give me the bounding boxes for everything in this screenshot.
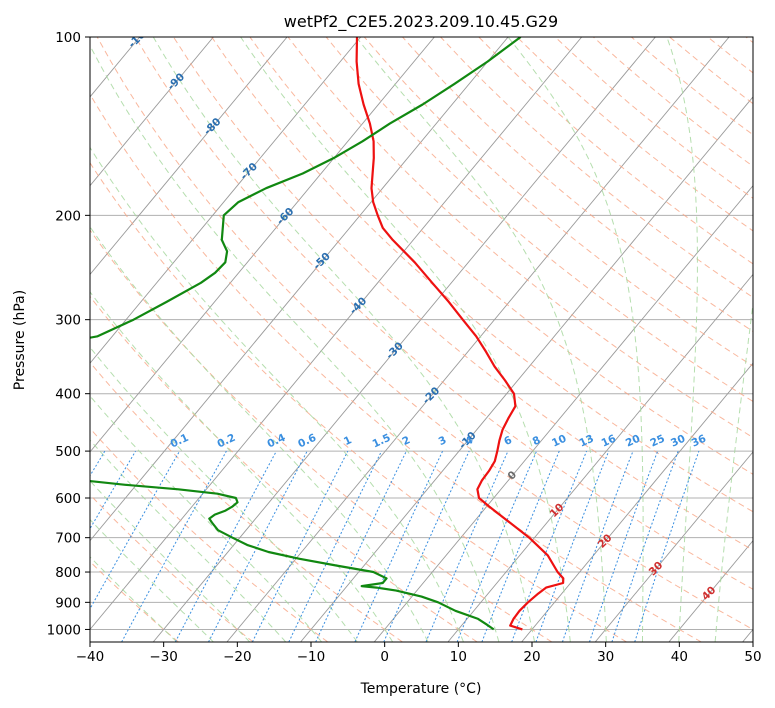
x-tick-label: −40: [76, 649, 105, 665]
mixing-ratio-label: 13: [577, 433, 595, 450]
moist-adiabat-line: [90, 225, 429, 642]
mixing-ratio-label: 25: [649, 433, 667, 450]
dry-adiabat-line: [402, 37, 753, 333]
plot-area: [90, 37, 753, 642]
mixing-ratio-line: [589, 450, 659, 642]
dry-adiabat-line: [90, 361, 403, 642]
mixing-ratio-line: [121, 450, 227, 642]
moist-adiabat-line: [90, 346, 358, 642]
mixing-ratio-label: 10: [550, 433, 568, 450]
mixing-ratio-label: 4: [463, 434, 475, 448]
y-tick-label: 600: [55, 491, 81, 507]
dry-adiabat-line: [90, 93, 702, 642]
mixing-ratio-line: [611, 450, 679, 642]
y-tick-label: 400: [55, 387, 81, 403]
dry-adiabat-line: [90, 295, 478, 642]
y-tick-label: 300: [55, 313, 81, 329]
mixing-ratio-label: 2: [401, 434, 413, 448]
isotherm-line: [90, 37, 288, 276]
dry-adiabat-line: [90, 560, 179, 642]
mixing-ratio-line: [425, 450, 509, 642]
temperature-profile: [355, 37, 565, 631]
y-tick-label: 700: [55, 531, 81, 547]
dry-adiabat-line: [90, 161, 627, 642]
mixing-ratio-line: [535, 450, 610, 642]
moist-adiabat-line: [90, 395, 323, 642]
moist-adiabat-line: [90, 291, 394, 642]
mixing-ratio-label: 1: [342, 434, 354, 448]
moist-adiabat-line: [666, 37, 698, 642]
y-tick-label: 900: [55, 595, 81, 611]
mixing-ratio-label: 8: [531, 434, 543, 448]
isotherm-line: [521, 362, 753, 642]
mixing-ratio-line: [315, 450, 407, 642]
isotherm-line: [373, 184, 753, 642]
x-tick-label: 40: [671, 649, 688, 665]
moist-adiabat-line: [507, 37, 644, 642]
dry-adiabat-line: [363, 37, 753, 367]
x-tick-label: 20: [523, 649, 540, 665]
y-axis-title: Pressure (hPa): [12, 290, 28, 390]
moist-adiabat-line: [152, 37, 536, 642]
mixing-ratio-line: [251, 450, 349, 642]
mixing-ratio-label: 36: [690, 433, 708, 450]
dry-adiabat-line: [325, 37, 753, 403]
x-axis-title: Temperature (°C): [360, 681, 482, 697]
isotherm-line: [152, 37, 656, 642]
isotherm-line: [594, 451, 753, 642]
y-tick-label: 800: [55, 565, 81, 581]
moist-adiabat-line: [90, 518, 214, 642]
isotherm-line: [90, 37, 362, 364]
mixing-ratio-label: 3: [437, 434, 449, 448]
mixing-ratio-line: [481, 450, 560, 642]
mixing-ratio-line: [174, 450, 277, 642]
y-tick-label: 1000: [47, 622, 81, 638]
isotherm-line: [90, 37, 583, 631]
chart-title: wetPf2_C2E5.2023.209.10.45.G29: [284, 12, 558, 32]
moist-adiabat-line: [90, 44, 500, 642]
moist-adiabat-line: [714, 299, 753, 642]
x-tick-label: −10: [297, 649, 326, 665]
mixing-ratio-line: [90, 450, 181, 610]
y-tick-label: 100: [55, 30, 81, 46]
isotherm-line: [90, 37, 509, 542]
mixing-ratio-line: [354, 450, 444, 642]
mixing-ratio-line: [511, 450, 588, 642]
mixing-ratio-line: [561, 450, 634, 642]
moist-adiabat-line: [90, 556, 178, 642]
x-tick-label: 0: [380, 649, 389, 665]
moist-adiabat-line: [90, 146, 464, 642]
y-tick-label: 500: [55, 444, 81, 460]
x-tick-label: −30: [149, 649, 178, 665]
mixing-ratio-label: 16: [600, 433, 618, 450]
x-tick-label: −20: [223, 649, 252, 665]
x-tick-label: 50: [744, 649, 761, 665]
isotherm-line: [90, 37, 214, 187]
mixing-ratio-label: 6: [502, 434, 514, 448]
mixing-ratio-label: 30: [669, 433, 687, 450]
x-tick-label: 10: [450, 649, 467, 665]
moist-adiabat-line: [240, 37, 571, 642]
y-tick-label: 200: [55, 208, 81, 224]
mixing-ratio-line: [456, 450, 538, 642]
x-tick-label: 30: [597, 649, 614, 665]
plot-frame: [89, 36, 754, 643]
mixing-ratio-line: [208, 450, 308, 642]
isotherm-line: [90, 37, 435, 453]
mixing-ratio-line: [634, 450, 700, 642]
dewpoint-profile: [90, 37, 522, 631]
mixing-ratio-line: [383, 450, 470, 642]
axes: −40 −30 −20 −10 0 10 20 30 40 50 100 200 300 400 500 60…: [47, 30, 762, 665]
mixing-ratio-label: 20: [624, 433, 642, 450]
